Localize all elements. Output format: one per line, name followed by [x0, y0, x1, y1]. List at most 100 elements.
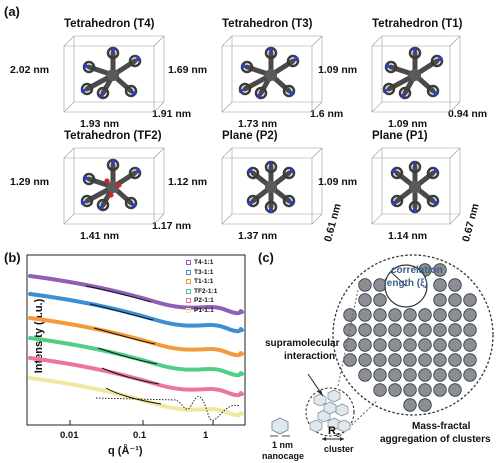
structure-title: Tetrahedron (T3) — [222, 18, 313, 30]
cluster-cage — [323, 401, 337, 415]
structure-height: 2.02 nm — [10, 64, 50, 76]
cluster-dot — [403, 368, 417, 382]
structure-height: 1.09 nm — [318, 176, 358, 188]
structure-depth: 1.17 nm — [152, 220, 192, 232]
fit-line — [105, 387, 162, 405]
cluster-diagram — [270, 254, 494, 441]
x-tick-label: 0.1 — [133, 430, 147, 441]
structure-title: Tetrahedron (T1) — [372, 18, 463, 30]
structure-width: 1.41 nm — [80, 230, 120, 242]
cluster-dot — [463, 323, 477, 337]
structure-title: Tetrahedron (TF2) — [64, 130, 162, 142]
saxs-plot — [26, 254, 246, 426]
cluster-dot — [418, 323, 432, 337]
legend-label: P1-1:1 — [194, 306, 214, 314]
cluster-dot — [358, 278, 372, 292]
cluster-dot — [463, 308, 477, 322]
cluster-dot — [403, 323, 417, 337]
structure-width: 1.73 nm — [238, 118, 278, 130]
cluster-dot — [388, 383, 402, 397]
cluster-dot — [448, 368, 462, 382]
cluster-dot — [373, 338, 387, 352]
structure-title: Plane (P2) — [222, 130, 278, 142]
cluster-dot — [433, 353, 447, 367]
cluster-dot — [388, 308, 402, 322]
cluster-dot — [358, 368, 372, 382]
series-line — [28, 292, 244, 334]
legend-swatch — [186, 279, 191, 285]
series-line — [28, 356, 244, 398]
cluster-dot — [343, 353, 357, 367]
cluster-dot — [388, 338, 402, 352]
cluster-cage — [309, 419, 323, 433]
cluster-dot — [448, 338, 462, 352]
cluster-dot — [433, 368, 447, 382]
legend-swatch — [186, 260, 191, 266]
legend-label: P2-1:1 — [194, 297, 214, 305]
fit-line — [93, 327, 156, 345]
x-tick-label: 1 — [203, 430, 209, 441]
series-line — [28, 316, 244, 358]
cluster-dot — [433, 323, 447, 337]
legend-label: TF2-1:1 — [194, 287, 218, 295]
fit-line — [89, 303, 154, 321]
cluster-dot — [433, 338, 447, 352]
cluster-dot — [373, 353, 387, 367]
cluster-dot — [403, 308, 417, 322]
structure-depth: 0.94 nm — [448, 108, 488, 120]
cluster-dot — [403, 338, 417, 352]
molecule-model — [371, 147, 461, 225]
fit-line — [101, 367, 160, 385]
structure-title: Tetrahedron (T4) — [64, 18, 155, 30]
x-tick-label: 0.01 — [60, 430, 79, 441]
cluster-dot — [403, 353, 417, 367]
cluster-dot — [373, 368, 387, 382]
legend-item: P1-1:1 — [186, 306, 217, 316]
fit-line — [85, 285, 152, 303]
fit-line — [97, 347, 158, 365]
interaction-label: interaction — [284, 351, 336, 362]
cluster-label: cluster — [324, 444, 354, 454]
cluster-dot — [418, 398, 432, 412]
series-line — [28, 376, 244, 418]
legend-swatch — [186, 288, 191, 294]
legend-item: T3-1:1 — [186, 268, 217, 278]
legend-swatch — [186, 269, 191, 275]
cluster-cage — [313, 393, 327, 407]
molecule-model — [221, 147, 323, 225]
legend-item: T4-1:1 — [186, 258, 217, 268]
aggregation-label: aggregation of clusters — [380, 434, 491, 445]
cluster-dot — [373, 308, 387, 322]
legend-item: P2-1:1 — [186, 296, 217, 306]
cluster-dot — [448, 308, 462, 322]
cluster-dot — [358, 353, 372, 367]
cluster-dot — [373, 293, 387, 307]
series-line — [28, 336, 244, 378]
series-line — [28, 274, 244, 316]
structure-depth: 1.91 nm — [152, 108, 192, 120]
cluster-dot — [403, 398, 417, 412]
cluster-cage — [337, 419, 351, 433]
molecule-model — [221, 35, 323, 113]
cluster-dot — [358, 323, 372, 337]
cluster-dot — [343, 308, 357, 322]
nanocage-shape — [271, 417, 289, 435]
x-axis-label: q (Å⁻¹) — [108, 445, 143, 457]
cluster-dot — [463, 338, 477, 352]
legend-item: T1-1:1 — [186, 277, 217, 287]
molecule-model — [63, 147, 165, 225]
cluster-dot — [388, 323, 402, 337]
cluster-dot — [448, 323, 462, 337]
structure-width: 1.93 nm — [80, 118, 120, 130]
structure-height: 1.69 nm — [168, 64, 208, 76]
correlation-label: correlation — [391, 265, 443, 276]
cluster-dot — [448, 293, 462, 307]
mass-fractal-label: Mass-fractal — [412, 421, 471, 432]
structure-title: Plane (P1) — [372, 130, 428, 142]
legend-swatch — [186, 307, 191, 313]
cluster-dot — [463, 293, 477, 307]
structure-width: 1.09 nm — [388, 118, 428, 130]
cluster-dot — [418, 338, 432, 352]
molecule-model — [371, 35, 461, 113]
legend: T4-1:1 T3-1:1 T1-1:1 TF2-1:1 P2-1:1 P1-1:1 — [186, 258, 217, 315]
